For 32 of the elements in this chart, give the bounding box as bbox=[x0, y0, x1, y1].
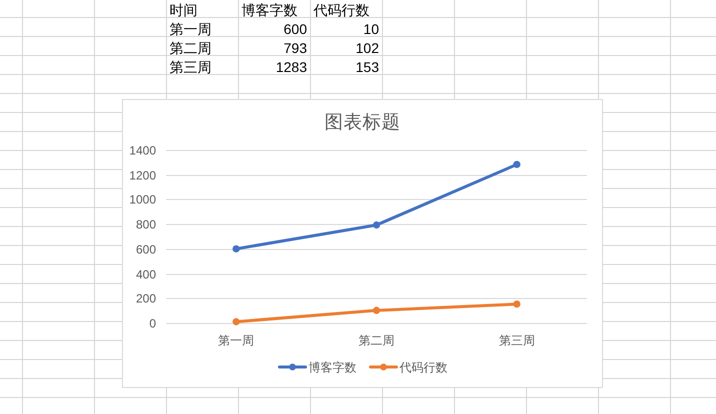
x-tick-label: 第二周 bbox=[358, 334, 394, 348]
y-tick-label: 600 bbox=[136, 242, 156, 257]
legend-label: 代码行数 bbox=[398, 360, 448, 374]
text: 第三周 bbox=[170, 59, 212, 75]
chart-title: 图表标题 bbox=[324, 111, 400, 132]
point bbox=[232, 245, 240, 252]
text: 博客字数 bbox=[242, 2, 298, 18]
text: 1283 bbox=[276, 59, 308, 75]
text: 600 bbox=[284, 21, 308, 37]
y-tick-label: 800 bbox=[136, 218, 156, 232]
text: 10 bbox=[363, 21, 380, 37]
legend-label: 博客字数 bbox=[308, 360, 356, 374]
y-tick-label: 1000 bbox=[129, 192, 156, 207]
y-tick-label: 200 bbox=[136, 292, 156, 306]
x-tick-label: 第三周 bbox=[498, 334, 535, 348]
point bbox=[232, 318, 240, 326]
x-tick-label: 第一周 bbox=[218, 334, 254, 348]
text: 第一周 bbox=[170, 21, 212, 37]
y-tick-label: 0 bbox=[149, 316, 156, 331]
point bbox=[372, 221, 380, 229]
text: 793 bbox=[284, 40, 308, 56]
point bbox=[372, 306, 380, 314]
text: 代码行数 bbox=[312, 2, 370, 18]
point bbox=[513, 160, 520, 168]
y-tick-label: 1400 bbox=[129, 144, 156, 158]
y-tick-label: 1200 bbox=[129, 168, 156, 183]
text: 102 bbox=[356, 40, 380, 56]
text: 时间 bbox=[170, 2, 198, 18]
point bbox=[513, 300, 520, 308]
text: 153 bbox=[356, 59, 380, 75]
y-tick-label: 400 bbox=[136, 268, 156, 282]
text: 第二周 bbox=[170, 40, 212, 56]
